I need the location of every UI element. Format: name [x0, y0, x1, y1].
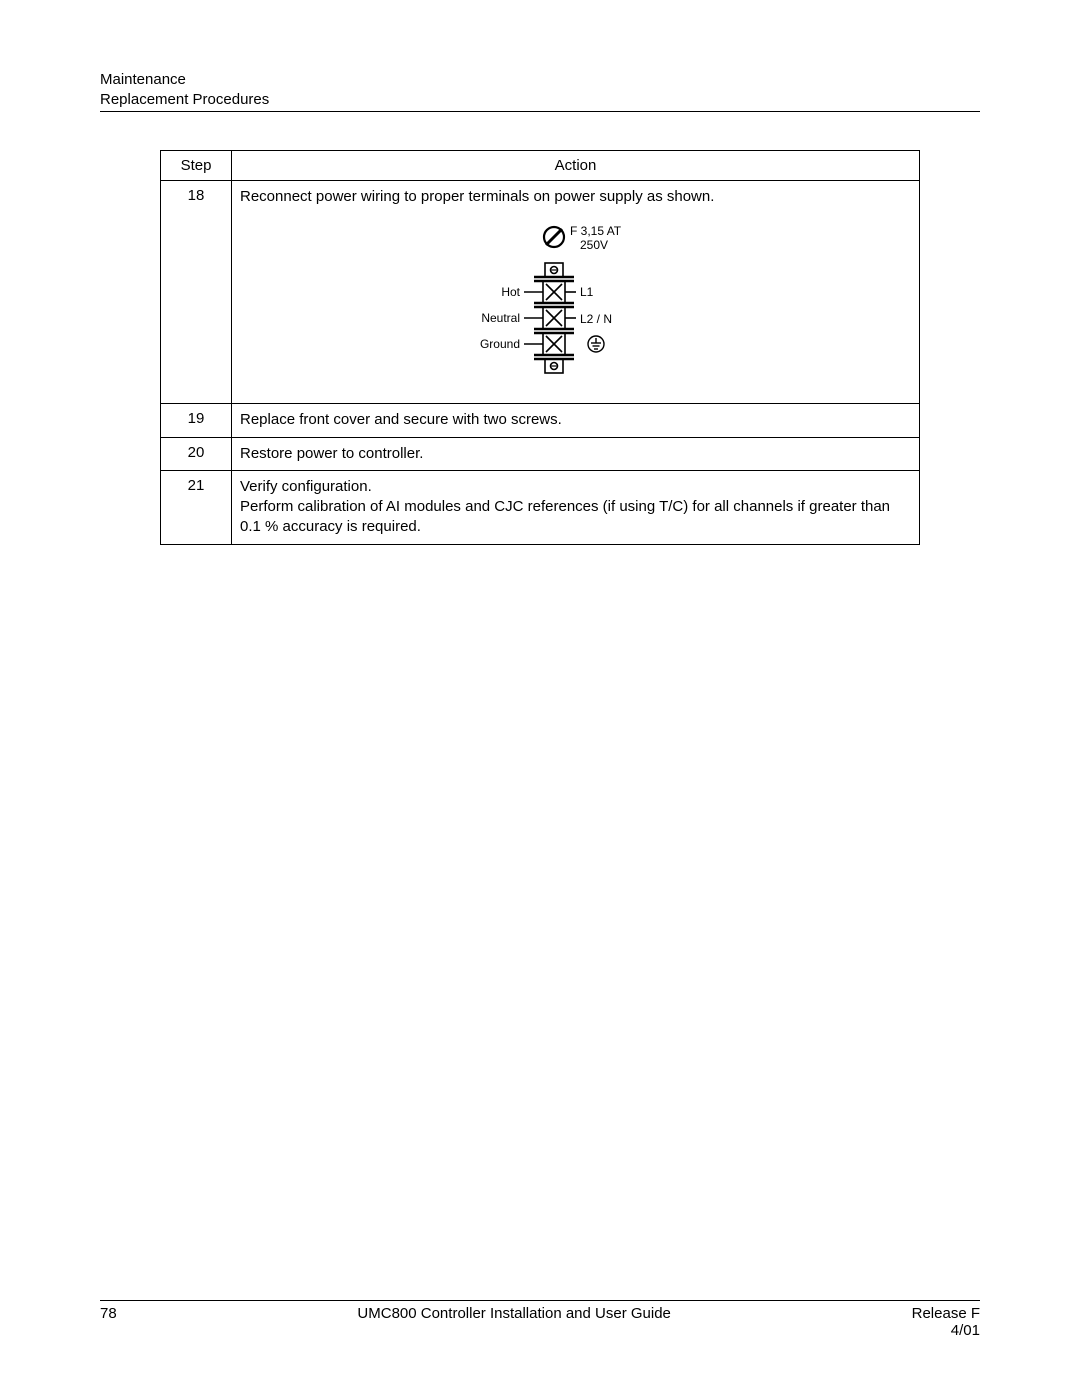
fuse-label-1: F 3,15 AT	[570, 224, 622, 238]
footer-title: UMC800 Controller Installation and User …	[117, 1305, 912, 1339]
table-row: 18 Reconnect power wiring to proper term…	[161, 181, 920, 404]
ground-icon	[588, 336, 604, 352]
step-cell: 20	[161, 437, 232, 470]
diagram-label-neutral: Neutral	[481, 311, 520, 325]
table-row: 19 Replace front cover and secure with t…	[161, 404, 920, 437]
page: Maintenance Replacement Procedures Step …	[0, 0, 1080, 1397]
table-row: 21 Verify configuration.Perform calibrat…	[161, 470, 920, 544]
step-cell: 18	[161, 181, 232, 404]
fuse-icon	[544, 227, 564, 247]
fuse-label-2: 250V	[580, 238, 608, 252]
terminal-block-icon	[524, 263, 576, 373]
action-cell: Replace front cover and secure with two …	[232, 404, 920, 437]
step-cell: 21	[161, 470, 232, 544]
action-cell: Restore power to controller.	[232, 437, 920, 470]
page-footer: 78 UMC800 Controller Installation and Us…	[100, 1300, 980, 1339]
footer-page-number: 78	[100, 1305, 117, 1339]
action-cell: Verify configuration.Perform calibration…	[232, 470, 920, 544]
diagram-label-hot: Hot	[501, 285, 520, 299]
procedure-table: Step Action 18 Reconnect power wiring to…	[160, 150, 920, 545]
wiring-diagram: F 3,15 AT 250V	[446, 219, 706, 389]
action-text: Reconnect power wiring to proper termina…	[240, 187, 911, 207]
header-section: Maintenance	[100, 70, 980, 90]
footer-date: 4/01	[912, 1322, 980, 1339]
col-header-step: Step	[161, 151, 232, 181]
page-header: Maintenance Replacement Procedures	[100, 70, 980, 112]
action-cell: Reconnect power wiring to proper termina…	[232, 181, 920, 404]
diagram-label-l1: L1	[580, 285, 594, 299]
footer-release: Release F	[912, 1305, 980, 1322]
diagram-label-l2n: L2 / N	[580, 312, 612, 326]
header-subsection: Replacement Procedures	[100, 90, 980, 110]
diagram-label-ground: Ground	[479, 337, 519, 351]
step-cell: 19	[161, 404, 232, 437]
col-header-action: Action	[232, 151, 920, 181]
table-row: 20 Restore power to controller.	[161, 437, 920, 470]
